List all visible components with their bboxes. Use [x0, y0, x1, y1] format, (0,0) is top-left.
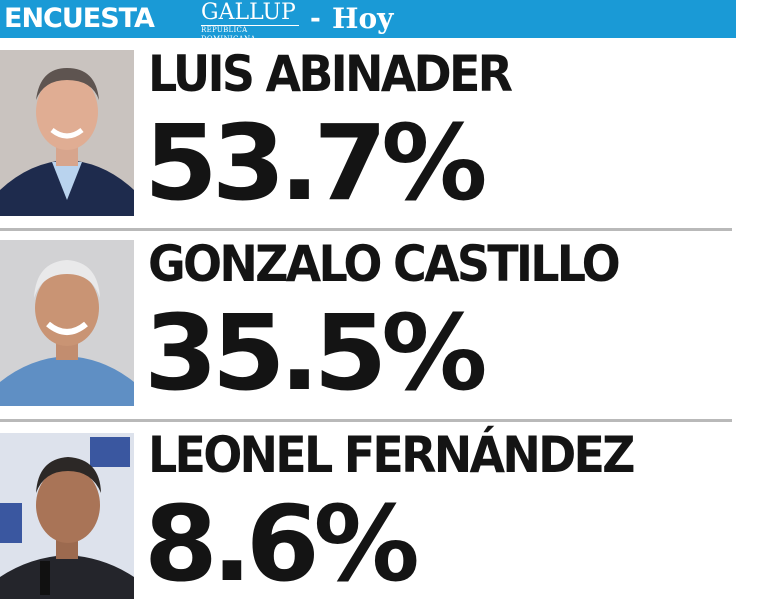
row-divider: [0, 419, 732, 422]
gallup-brand: GALLUP: [201, 0, 296, 25]
candidate-name: LEONEL FERNÁNDEZ: [148, 426, 636, 484]
candidate-percent: 53.7%: [144, 102, 488, 224]
candidate-row: GONZALO CASTILLO 35.5%: [0, 234, 736, 424]
candidate-row: LEONEL FERNÁNDEZ 8.6%: [0, 425, 736, 615]
candidate-photo-icon: [0, 433, 134, 599]
row-divider: [0, 228, 732, 231]
candidate-name: GONZALO CASTILLO: [148, 235, 621, 293]
candidate-percent: 8.6%: [144, 483, 420, 605]
header-dash: -: [310, 4, 321, 34]
candidate-photo-icon: [0, 50, 134, 216]
candidate-photo-icon: [0, 240, 134, 406]
candidate-row: LUIS ABINADER 53.7%: [0, 44, 736, 234]
candidate-percent: 35.5%: [144, 292, 488, 414]
gallup-subtitle: REPÚBLICA DOMINICANA: [201, 26, 256, 43]
gallup-underline: [201, 25, 299, 26]
hoy-logo: Hoy: [332, 2, 394, 35]
poll-header: ENCUESTA GALLUP REPÚBLICA DOMINICANA - H…: [0, 0, 736, 43]
candidate-name: LUIS ABINADER: [148, 45, 513, 103]
header-title: ENCUESTA: [4, 3, 155, 34]
gallup-logo: GALLUP REPÚBLICA DOMINICANA: [201, 0, 301, 43]
